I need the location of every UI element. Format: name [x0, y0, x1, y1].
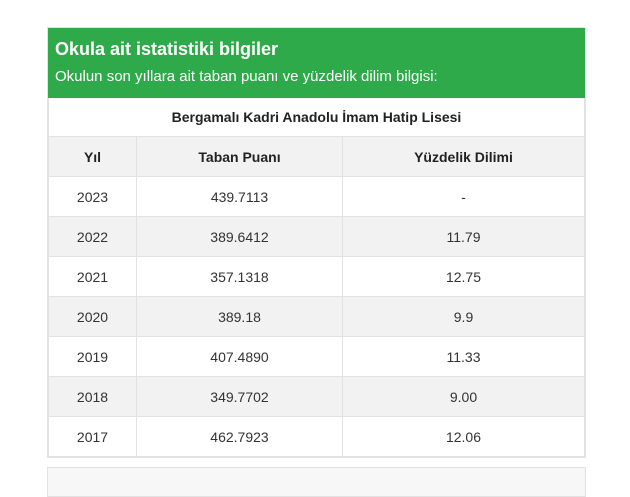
year-cell: 2020	[48, 296, 137, 337]
table-row: 2020 389.18 9.9	[48, 296, 585, 337]
card-subtitle: Okulun son yıllara ait taban puanı ve yü…	[55, 68, 438, 85]
score-cell: 349.7702	[136, 376, 343, 417]
year-cell: 2021	[48, 256, 137, 297]
score-cell: 462.7923	[136, 416, 343, 457]
statistics-card: Okula ait istatistiki bilgiler Okulun so…	[47, 27, 586, 458]
score-table: Bergamalı Kadri Anadolu İmam Hatip Lises…	[48, 98, 585, 457]
year-cell: 2023	[48, 176, 137, 217]
percentile-cell: 9.00	[342, 376, 585, 417]
percentile-cell: 11.33	[342, 336, 585, 377]
percentile-cell: 12.06	[342, 416, 585, 457]
score-cell: 389.18	[136, 296, 343, 337]
table-row: 2023 439.7113 -	[48, 176, 585, 217]
score-cell: 389.6412	[136, 216, 343, 257]
year-cell: 2019	[48, 336, 137, 377]
percentile-cell: -	[342, 176, 585, 217]
table-row: 2017 462.7923 12.06	[48, 416, 585, 457]
score-cell: 357.1318	[136, 256, 343, 297]
card-header: Okula ait istatistiki bilgiler Okulun so…	[48, 28, 585, 98]
percentile-cell: 12.75	[342, 256, 585, 297]
school-name: Bergamalı Kadri Anadolu İmam Hatip Lises…	[48, 98, 585, 137]
table-row: 2019 407.4890 11.33	[48, 336, 585, 377]
year-cell: 2022	[48, 216, 137, 257]
score-cell: 407.4890	[136, 336, 343, 377]
table-row: 2022 389.6412 11.79	[48, 216, 585, 257]
column-header-score: Taban Puanı	[136, 136, 343, 177]
year-cell: 2018	[48, 376, 137, 417]
column-header-percentile: Yüzdelik Dilimi	[342, 136, 585, 177]
percentile-cell: 9.9	[342, 296, 585, 337]
table-row: 2021 357.1318 12.75	[48, 256, 585, 297]
score-cell: 439.7113	[136, 176, 343, 217]
card-title: Okula ait istatistiki bilgiler	[55, 39, 279, 59]
column-header-year: Yıl	[48, 136, 137, 177]
next-section-box	[47, 467, 586, 497]
year-cell: 2017	[48, 416, 137, 457]
percentile-cell: 11.79	[342, 216, 585, 257]
table-row: 2018 349.7702 9.00	[48, 376, 585, 417]
